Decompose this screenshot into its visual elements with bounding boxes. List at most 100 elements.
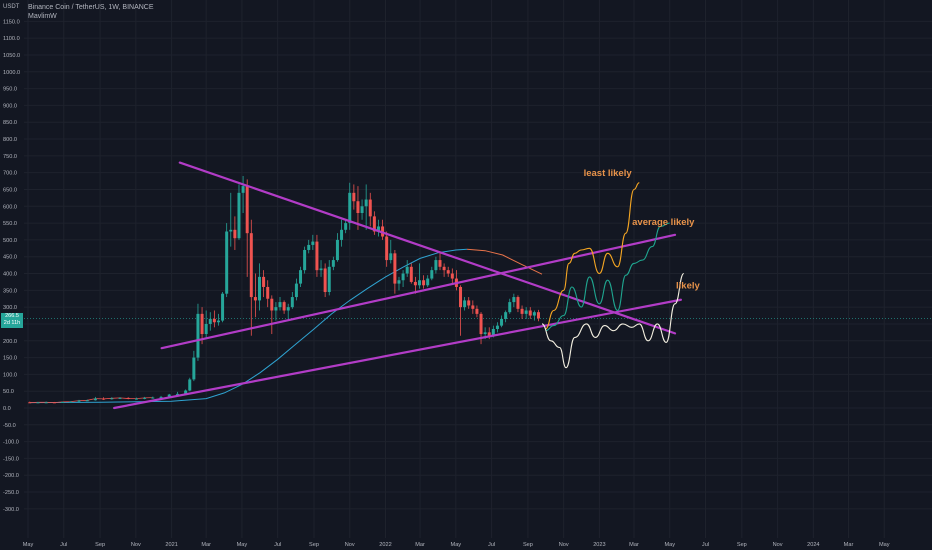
moving-average-line [29,248,468,404]
candle-body [348,192,352,224]
candle-body [299,270,303,284]
y-tick-label: -150.0 [3,456,19,462]
candle-body [143,397,147,399]
candle-body [372,216,376,232]
x-tick-label: 2024 [807,542,819,548]
candle-body [77,400,81,402]
y-tick-label: 800.0 [3,137,17,143]
x-tick-label: 2022 [379,542,391,548]
x-tick-label: Mar [201,542,211,548]
x-tick-label: Jul [60,542,67,548]
x-tick-label: May [664,542,675,548]
candle-body [245,186,249,234]
early-price-line [29,397,153,404]
x-tick-label: Sep [523,542,533,548]
x-tick-label: Sep [737,542,747,548]
candle-body [504,312,508,319]
candle-body [323,268,327,293]
candle-body [311,241,315,245]
candle-body [442,266,446,271]
candle-body [422,280,426,286]
candle-body [434,260,438,271]
x-tick-label: May [879,542,890,548]
candle-body [208,318,212,324]
x-tick-label: May [23,542,34,548]
annotation-label-1: least likely [584,168,633,179]
candle-body [85,400,89,402]
candle-body [500,318,504,326]
x-tick-label: Sep [95,542,105,548]
candle-body [463,300,467,308]
candle-body [459,286,463,308]
annotation-label-2: average likely [632,217,695,228]
x-tick-label: May [451,542,462,548]
candle-body [340,229,344,240]
candle-body [270,298,274,311]
candle-body [188,379,192,391]
candle-body [44,402,48,404]
candle-body [331,260,335,267]
scenario-path-1 [545,182,640,330]
candle-body [196,313,200,358]
candle-body [102,398,106,400]
y-tick-label: 500.0 [3,238,17,244]
y-tick-label: 950.0 [3,87,17,93]
candle-body [282,302,286,311]
y-tick-label: 450.0 [3,255,17,261]
candle-body [512,297,516,303]
trendline-1 [178,161,677,335]
candle-body [200,313,204,335]
x-tick-label: 2021 [165,542,177,548]
candle-body [69,401,73,403]
y-tick-label: 0.0 [3,406,11,412]
candle-body [516,297,520,309]
candle-body [475,308,479,314]
candle-body [508,302,512,313]
candle-body [315,241,319,271]
candle-body [491,328,495,336]
candle-body [413,281,417,286]
candle-body [212,318,216,323]
candle-body [376,226,380,232]
candle-body [262,276,266,287]
x-tick-label: Sep [309,542,319,548]
candle-body [430,270,434,279]
y-tick-label: -100.0 [3,440,19,446]
y-tick-label: 300.0 [3,305,17,311]
trendline-2 [160,233,677,350]
x-tick-label: Nov [773,542,783,548]
x-tick-label: Mar [844,542,854,548]
candle-body [479,313,483,335]
candle-body [389,253,393,261]
candle-body [450,273,454,279]
candle-body [237,192,241,239]
candle-body [290,297,294,308]
y-tick-label: 650.0 [3,187,17,193]
candle-body [278,302,282,308]
y-tick-label: -50.0 [3,423,16,429]
candle-body [532,312,536,316]
candle-body [495,325,499,329]
x-tick-label: Nov [559,542,569,548]
candle-body [93,398,97,401]
y-tick-label: 350.0 [3,288,17,294]
y-tick-label: 1000.0 [3,70,20,76]
candle-body [344,223,348,230]
candle-body [52,402,56,404]
candle-body [266,286,270,299]
candle-body [327,266,331,293]
y-tick-label: 1050.0 [3,53,20,59]
y-tick-label: 750.0 [3,154,17,160]
candle-body [134,398,138,400]
candle-body [36,402,40,404]
y-tick-label: 50.0 [3,389,14,395]
candle-body [229,229,233,232]
x-tick-label: 2023 [593,542,605,548]
x-tick-label: Nov [345,542,355,548]
candles-layer [28,176,540,404]
candle-body [151,397,155,399]
candle-body [192,357,196,380]
y-tick-label: 600.0 [3,204,17,210]
